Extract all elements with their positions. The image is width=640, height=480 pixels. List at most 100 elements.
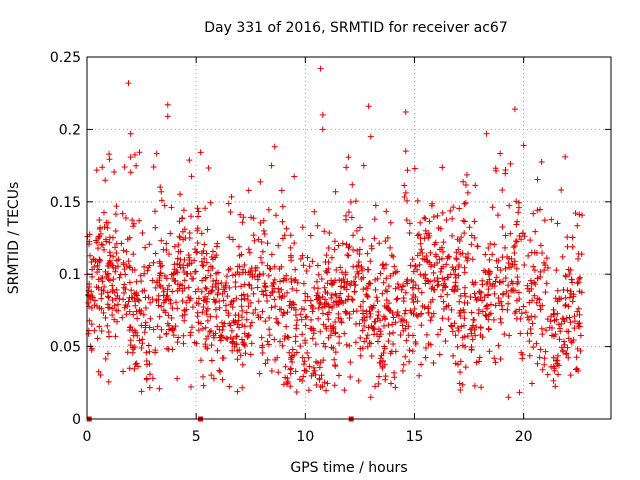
data-point (483, 305, 490, 312)
data-point (164, 113, 171, 120)
data-point (228, 193, 235, 200)
data-point (215, 269, 222, 276)
data-point (88, 288, 95, 295)
data-point (568, 339, 575, 346)
data-point (425, 278, 432, 285)
data-point (113, 250, 120, 257)
data-point (205, 267, 212, 274)
data-point (322, 268, 329, 275)
data-point (103, 273, 110, 280)
data-point (287, 365, 294, 372)
data-point (436, 351, 443, 358)
data-point (562, 273, 569, 280)
data-point (328, 291, 335, 298)
data-point (556, 336, 563, 343)
data-point (248, 319, 255, 326)
data-point (217, 337, 224, 344)
data-point (317, 328, 324, 335)
data-point (292, 266, 299, 273)
data-point (562, 294, 569, 301)
data-point (526, 288, 533, 295)
data-point (181, 285, 188, 292)
data-point (291, 173, 298, 180)
data-point (100, 209, 107, 216)
data-point (511, 106, 518, 113)
data-point (177, 264, 184, 271)
data-point (485, 286, 492, 293)
data-point (260, 270, 267, 277)
data-point (412, 340, 419, 347)
data-point (449, 215, 456, 222)
data-point (356, 224, 363, 231)
data-point (459, 250, 466, 257)
data-point (375, 308, 382, 315)
data-point (479, 308, 486, 315)
data-point (455, 327, 462, 334)
data-point (439, 164, 446, 171)
data-point (409, 296, 416, 303)
data-point (235, 317, 242, 324)
data-point (468, 330, 475, 337)
data-point (558, 187, 565, 194)
data-point (321, 284, 328, 291)
data-point (195, 295, 202, 302)
data-point (219, 355, 226, 362)
data-point (389, 309, 396, 316)
data-point (135, 363, 142, 370)
data-point (271, 276, 278, 283)
data-point (428, 261, 435, 268)
data-point (169, 325, 176, 332)
data-point (400, 361, 407, 368)
data-point (302, 290, 309, 297)
data-point (353, 321, 360, 328)
data-point (423, 230, 430, 237)
data-point (180, 332, 187, 339)
data-point (343, 212, 350, 219)
data-point (180, 207, 187, 214)
data-point (435, 278, 442, 285)
data-point (379, 290, 386, 297)
data-point (257, 178, 264, 185)
data-point (168, 314, 175, 321)
y-tick-label: 0.2 (59, 122, 81, 138)
data-point (104, 224, 111, 231)
data-point (329, 281, 336, 288)
data-point (223, 273, 230, 280)
data-point (361, 338, 368, 345)
data-point (457, 387, 464, 394)
data-point (426, 218, 433, 225)
data-point (562, 153, 569, 160)
data-point (533, 340, 540, 347)
data-point (314, 262, 321, 269)
data-point (227, 301, 234, 308)
data-point (530, 263, 537, 270)
data-point (360, 298, 367, 305)
data-point (491, 290, 498, 297)
data-point (505, 282, 512, 289)
data-point (142, 304, 149, 311)
data-point (232, 271, 239, 278)
data-point (176, 218, 183, 225)
data-point (152, 250, 159, 257)
data-point (86, 293, 93, 300)
data-point (491, 355, 498, 362)
data-point (377, 270, 384, 277)
data-point (566, 271, 573, 278)
data-point (312, 371, 319, 378)
data-point (297, 255, 304, 262)
data-point (341, 330, 348, 337)
data-point (309, 335, 316, 342)
data-point (204, 295, 211, 302)
data-point (558, 344, 565, 351)
data-point (343, 309, 350, 316)
data-point (94, 262, 101, 269)
data-point (474, 243, 481, 250)
data-point (422, 280, 429, 287)
data-point (498, 298, 505, 305)
data-point (497, 315, 504, 322)
data-point (109, 311, 116, 318)
data-point (116, 274, 123, 281)
data-point (426, 232, 433, 239)
data-point (527, 277, 534, 284)
